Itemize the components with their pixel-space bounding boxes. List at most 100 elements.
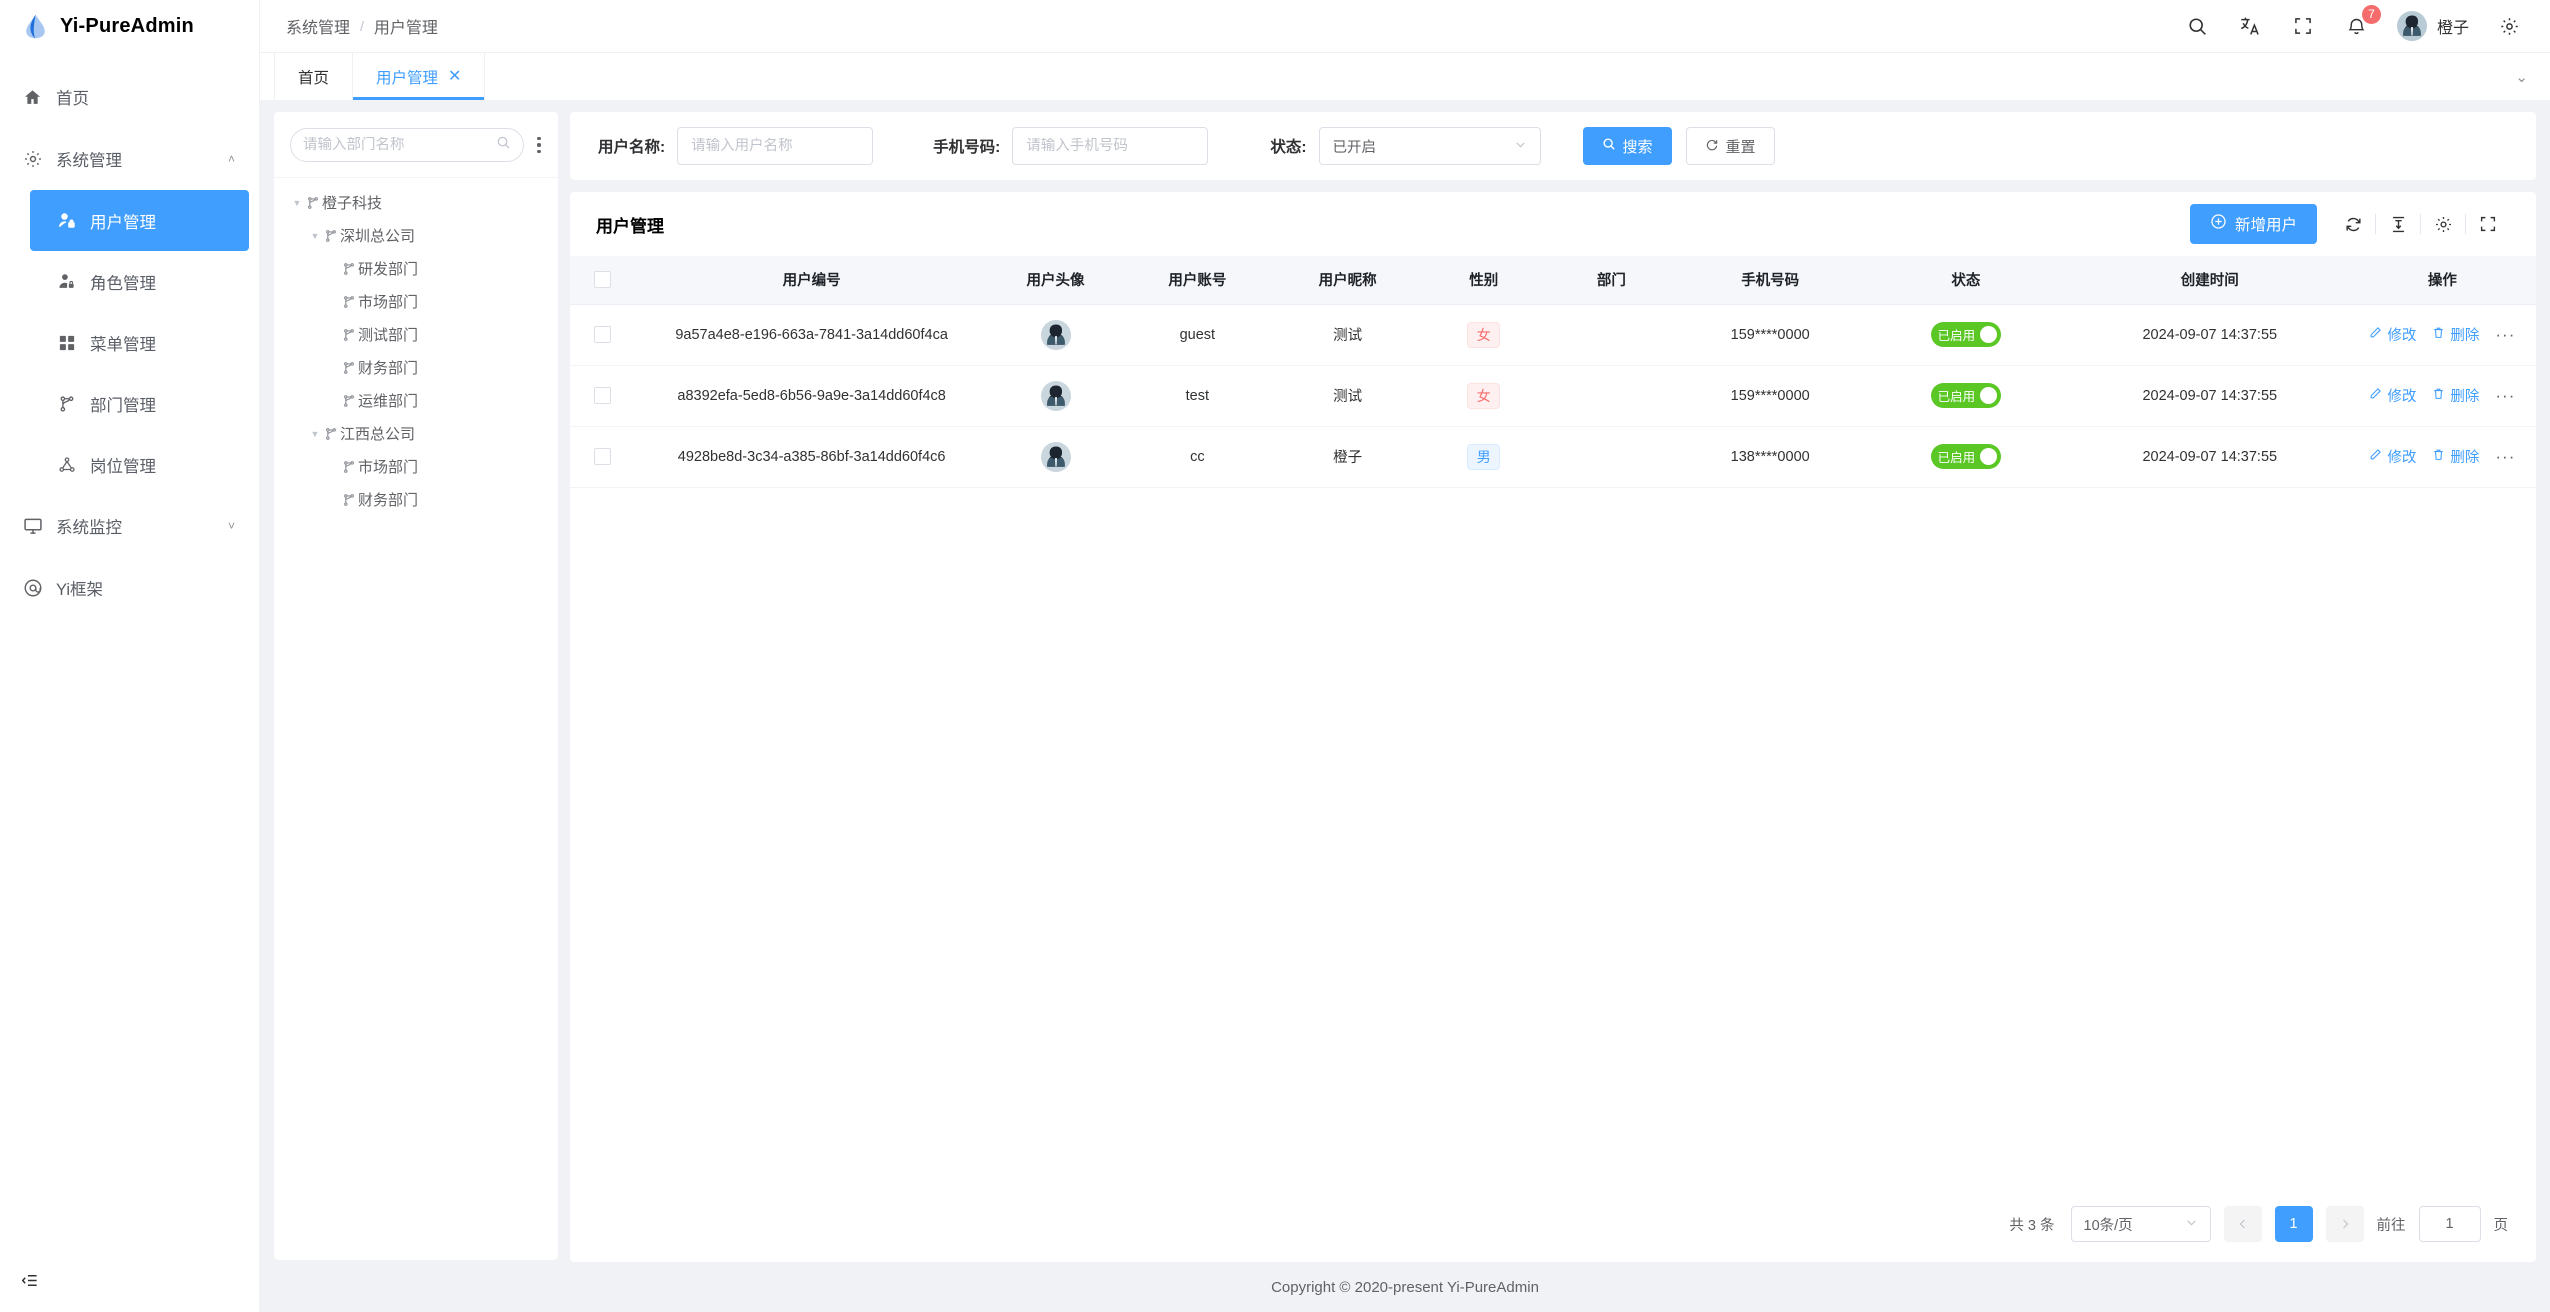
jump-page-input-wrap[interactable]	[2418, 1206, 2481, 1242]
main-area: 系统管理 / 用户管理	[260, 0, 2550, 1312]
search-icon[interactable]	[2185, 14, 2210, 39]
cell-dept	[1543, 365, 1680, 427]
row-checkbox[interactable]	[594, 448, 612, 465]
tree-node[interactable]: 研发部门	[274, 252, 558, 285]
search-button[interactable]: 搜索	[1582, 127, 1672, 165]
brand[interactable]: Yi-PureAdmin	[0, 0, 259, 52]
branch-icon	[306, 196, 320, 210]
select-all-checkbox[interactable]	[594, 271, 612, 289]
prev-page-button[interactable]	[2223, 1206, 2262, 1242]
table-row[interactable]: a8392efa-5ed8-6b56-9a9e-3a14dd60f4c8 tes…	[570, 365, 2536, 427]
tree-node[interactable]: 财务部门	[274, 483, 558, 516]
settings-icon[interactable]	[2421, 204, 2465, 244]
branch-icon	[342, 295, 356, 309]
tab-label: 首页	[298, 69, 330, 87]
sidebar-item-post-management[interactable]: 岗位管理	[30, 434, 249, 495]
search-icon[interactable]	[496, 135, 511, 155]
row-checkbox[interactable]	[594, 326, 612, 343]
fullscreen-icon[interactable]	[2291, 14, 2316, 39]
caret-down-icon[interactable]: ▼	[310, 428, 320, 439]
caret-down-icon[interactable]: ▼	[292, 197, 302, 208]
tree-node-list: ▼ 橙子科技 ▼ 深圳总公司	[274, 178, 558, 516]
close-icon[interactable]: ✕	[448, 67, 462, 85]
row-select-cell	[570, 426, 636, 488]
delete-button[interactable]: 删除	[2432, 324, 2479, 345]
dept-search-box[interactable]	[290, 128, 524, 162]
sidebar-collapse-button[interactable]	[0, 1254, 259, 1312]
more-actions-icon[interactable]: ···	[2495, 447, 2516, 466]
more-vertical-icon[interactable]	[532, 133, 546, 158]
more-actions-icon[interactable]: ···	[2495, 325, 2516, 344]
tree-node[interactable]: 测试部门	[274, 318, 558, 351]
tree-node[interactable]: ▼ 深圳总公司	[274, 219, 558, 252]
sidebar-item-label: 部门管理	[90, 396, 156, 415]
status-toggle[interactable]: 已启用	[1930, 322, 2002, 347]
sidebar-item-label: 岗位管理	[90, 457, 156, 476]
sidebar-item-system-monitor[interactable]: 系统监控 ˅	[0, 495, 259, 557]
tree-node[interactable]: ▼ 江西总公司	[274, 417, 558, 450]
reset-button[interactable]: 重置	[1685, 127, 1775, 165]
bell-icon[interactable]: 7	[2344, 4, 2381, 39]
status-label: 已启用	[1937, 390, 1976, 404]
tree-node[interactable]: ▼ 橙子科技	[274, 186, 558, 219]
cell-status: 已启用	[1860, 365, 2071, 427]
caret-down-icon[interactable]: ▼	[310, 230, 320, 241]
gender-tag: 女	[1467, 382, 1501, 409]
sidebar-item-user-management[interactable]: 用户管理	[30, 190, 249, 251]
status-toggle[interactable]: 已启用	[1930, 383, 2002, 408]
delete-button[interactable]: 删除	[2432, 446, 2479, 467]
cell-created: 2024-09-07 14:37:55	[2070, 365, 2349, 427]
translate-icon[interactable]	[2238, 14, 2263, 39]
edit-button[interactable]: 修改	[2369, 446, 2416, 467]
tab-user-management[interactable]: 用户管理 ✕	[352, 53, 486, 100]
pagination: 共 3 条 10条/页 1	[570, 1186, 2536, 1262]
tab-home[interactable]: 首页	[274, 53, 354, 100]
status-toggle[interactable]: 已启用	[1930, 444, 2002, 469]
chevron-down-icon[interactable]: ⌄	[2515, 69, 2528, 86]
page-number-1[interactable]: 1	[2274, 1206, 2313, 1242]
tree-node-label: 财务部门	[358, 492, 419, 509]
sidebar-item-system[interactable]: 系统管理 ˄	[0, 128, 259, 190]
topbar: 系统管理 / 用户管理	[260, 0, 2550, 52]
branch-icon	[56, 393, 77, 414]
fullscreen-icon[interactable]	[2466, 204, 2510, 244]
page-size-select[interactable]: 10条/页	[2070, 1206, 2211, 1242]
phone-input-wrap[interactable]	[1012, 127, 1209, 165]
copyright-text: Copyright © 2020-present Yi-PureAdmin	[1271, 1278, 1539, 1296]
dept-search-input[interactable]	[303, 137, 490, 153]
tree-node-label: 市场部门	[358, 294, 419, 311]
jump-page-input[interactable]	[2419, 1216, 2480, 1232]
density-icon[interactable]	[2376, 204, 2420, 244]
delete-button[interactable]: 删除	[2432, 385, 2479, 406]
refresh-icon[interactable]	[2331, 204, 2375, 244]
tree-node[interactable]: 市场部门	[274, 450, 558, 483]
sidebar-item-home[interactable]: 首页	[0, 66, 259, 128]
tree-node[interactable]: 市场部门	[274, 285, 558, 318]
edit-button[interactable]: 修改	[2369, 385, 2416, 406]
table-row[interactable]: 9a57a4e8-e196-663a-7841-3a14dd60f4ca gue…	[570, 304, 2536, 366]
more-actions-icon[interactable]: ···	[2495, 386, 2516, 405]
table-row[interactable]: 4928be8d-3c34-a385-86bf-3a14dd60f4c6 cc …	[570, 426, 2536, 488]
row-checkbox[interactable]	[594, 387, 612, 404]
tree-node[interactable]: 运维部门	[274, 384, 558, 417]
column-header-phone: 手机号码	[1679, 256, 1861, 305]
breadcrumb-item-0[interactable]: 系统管理	[286, 20, 351, 37]
breadcrumb-item-1[interactable]: 用户管理	[373, 20, 438, 37]
column-header-dept: 部门	[1543, 256, 1680, 305]
next-page-button[interactable]	[2325, 1206, 2364, 1242]
username-input-wrap[interactable]	[677, 127, 874, 165]
phone-input[interactable]	[1026, 138, 1195, 154]
sidebar-item-yi-framework[interactable]: Yi框架	[0, 557, 259, 619]
username-input[interactable]	[691, 138, 860, 154]
right-column: 用户名称: 手机号码: 状态:	[570, 112, 2536, 1262]
sidebar-item-role-management[interactable]: 角色管理	[30, 251, 249, 312]
tree-node[interactable]: 财务部门	[274, 351, 558, 384]
gear-icon[interactable]	[2497, 14, 2522, 39]
user-menu[interactable]: 橙子	[2396, 11, 2469, 41]
sidebar-item-menu-management[interactable]: 菜单管理	[30, 312, 249, 373]
add-user-button[interactable]: 新增用户	[2189, 204, 2317, 244]
cell-gender: 女	[1424, 304, 1544, 366]
sidebar-item-dept-management[interactable]: 部门管理	[30, 373, 249, 434]
edit-button[interactable]: 修改	[2369, 324, 2416, 345]
status-select[interactable]: 已开启	[1318, 127, 1541, 165]
